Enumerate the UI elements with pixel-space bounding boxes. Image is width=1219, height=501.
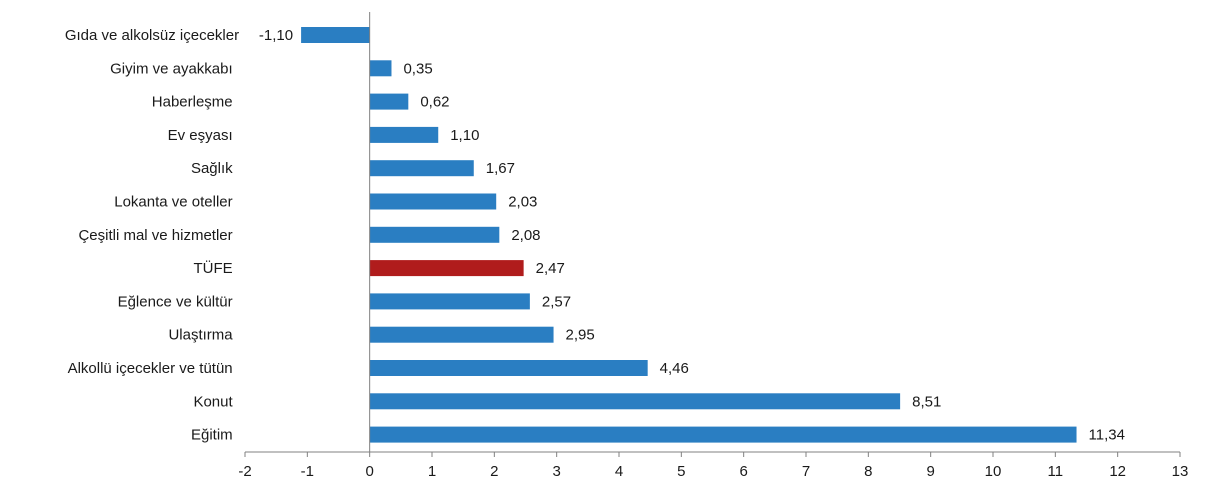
- bar-konut: [369, 393, 901, 410]
- value-label: 1,10: [450, 127, 479, 144]
- bar-tufe: [369, 260, 524, 277]
- bar-ulastirma: [369, 326, 554, 343]
- category-label: Eğlence ve kültür: [118, 293, 233, 310]
- category-label: Alkollü içecekler ve tütün: [68, 360, 233, 377]
- category-label: Haberleşme: [152, 94, 233, 111]
- value-labels: -1,10 0,35 0,621,10 1,67 2,03 2,08 2,47 2,57 2,9…: [259, 27, 1125, 444]
- category-label: Giyim ve ayakkabı: [110, 60, 233, 77]
- x-tick-label: 10: [985, 463, 1002, 480]
- bar-eglence-ve-kultur: [369, 293, 530, 310]
- x-tick-label: 4: [615, 463, 623, 480]
- value-label: 0,62: [420, 94, 449, 111]
- value-label: 2,57: [542, 293, 571, 310]
- category-labels: Gıda ve alkolsüz içecekler Giyim ve ayakk…: [65, 27, 239, 444]
- value-label: 11,34: [1089, 427, 1125, 444]
- value-label: 8,51: [912, 393, 941, 410]
- bar-haberlesme: [369, 93, 409, 110]
- x-tick-label: 3: [552, 463, 560, 480]
- x-tick-label: 2: [490, 463, 498, 480]
- bar-lokanta-ve-oteller: [369, 193, 497, 210]
- value-label: 1,67: [486, 160, 515, 177]
- x-tick-label: 13: [1172, 463, 1189, 480]
- category-label: Çeşitli mal ve hizmetler: [78, 227, 232, 244]
- bar-gida-ve-alkolsuz-icecekler: [301, 27, 370, 43]
- value-label: 0,35: [403, 60, 432, 77]
- value-label: 2,03: [508, 194, 537, 211]
- x-tick-label: 5: [677, 463, 685, 480]
- axes-group: -2 -1 0 1 2 3 4 5 6 7 8 9 10 11 12 13: [238, 12, 1188, 480]
- value-label: 2,08: [511, 227, 540, 244]
- x-tick-label: 6: [739, 463, 747, 480]
- bar-giyim-ve-ayakkabi: [369, 60, 392, 77]
- bar-egitim: [369, 426, 1077, 443]
- bars-group: [301, 27, 1077, 443]
- value-label: 4,46: [660, 360, 689, 377]
- category-label: Sağlık: [191, 160, 233, 177]
- bar-cesitli-mal-ve-hizmetler: [369, 226, 500, 243]
- category-label: Ulaştırma: [168, 327, 233, 344]
- x-tick-label: 8: [864, 463, 872, 480]
- value-label: -1,10: [259, 27, 293, 44]
- category-label: TÜFE: [193, 259, 232, 277]
- value-label: 2,47: [536, 260, 565, 277]
- x-tick-label: 0: [365, 463, 373, 480]
- x-tick-label: 12: [1109, 463, 1126, 480]
- x-tick-label: -2: [238, 463, 251, 480]
- value-label: 2,95: [566, 327, 595, 344]
- category-label: Eğitim: [191, 427, 233, 444]
- category-label: Lokanta ve oteller: [114, 194, 232, 211]
- category-label: Ev eşyası: [168, 127, 233, 144]
- x-tick-label: 7: [802, 463, 810, 480]
- x-tick-label: -1: [301, 463, 314, 480]
- x-tick-label: 9: [926, 463, 934, 480]
- x-tick-label: 1: [428, 463, 436, 480]
- x-tick-label: 11: [1048, 463, 1064, 480]
- category-label: Konut: [193, 393, 233, 410]
- category-label: Gıda ve alkolsüz içecekler: [65, 27, 239, 44]
- bar-saglik: [369, 160, 474, 177]
- bar-alkollu-icecekler-ve-tutun: [369, 360, 648, 376]
- bar-ev-esyasi: [369, 126, 439, 143]
